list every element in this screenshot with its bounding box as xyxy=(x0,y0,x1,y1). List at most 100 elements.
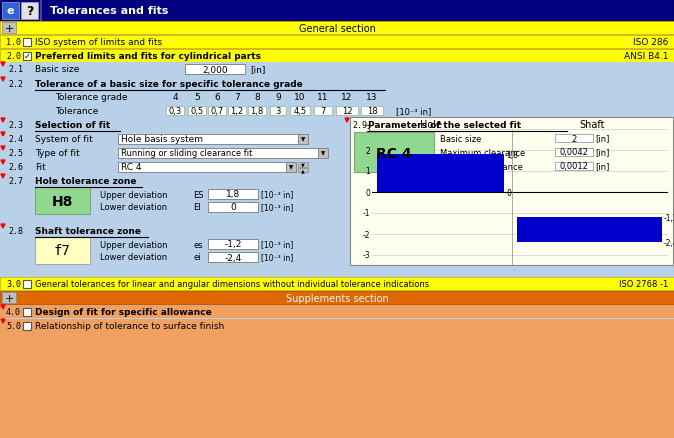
Text: Minimum clearance: Minimum clearance xyxy=(440,162,523,171)
Bar xyxy=(188,107,206,116)
Bar xyxy=(208,252,258,262)
Text: Shaft tolerance zone: Shaft tolerance zone xyxy=(35,226,141,236)
Bar xyxy=(0,175,674,187)
Polygon shape xyxy=(1,78,5,82)
Text: es: es xyxy=(193,240,203,249)
Bar xyxy=(516,218,662,243)
Text: 2.2: 2.2 xyxy=(8,80,23,89)
Bar xyxy=(555,135,593,143)
Text: Tolerance of a basic size for specific tolerance grade: Tolerance of a basic size for specific t… xyxy=(35,80,303,89)
Text: System of fit: System of fit xyxy=(35,135,93,144)
Bar xyxy=(166,107,184,116)
Bar xyxy=(208,240,258,249)
Text: 4,5: 4,5 xyxy=(293,107,307,116)
Bar xyxy=(0,147,674,159)
Bar xyxy=(0,36,674,49)
Bar xyxy=(336,107,358,116)
Text: [10⁻³ in]: [10⁻³ in] xyxy=(261,190,293,199)
Polygon shape xyxy=(1,119,5,123)
Bar xyxy=(0,133,674,146)
Text: Basic size: Basic size xyxy=(35,65,80,74)
Polygon shape xyxy=(1,319,5,323)
Text: Selection of fit: Selection of fit xyxy=(35,121,111,130)
Text: -3: -3 xyxy=(363,251,370,260)
Text: RC 4: RC 4 xyxy=(121,162,142,172)
Bar xyxy=(440,135,640,143)
Polygon shape xyxy=(1,305,5,309)
Text: -1,2: -1,2 xyxy=(664,213,674,222)
Polygon shape xyxy=(1,161,5,165)
Text: 2.3: 2.3 xyxy=(8,121,23,130)
Bar xyxy=(2,292,16,303)
Bar xyxy=(228,107,246,116)
Text: Hole tolerance zone: Hole tolerance zone xyxy=(35,177,137,186)
Text: e: e xyxy=(7,6,14,16)
Bar xyxy=(0,105,674,118)
Bar xyxy=(555,162,593,171)
Bar xyxy=(0,291,674,304)
Text: 3: 3 xyxy=(275,107,280,116)
Polygon shape xyxy=(345,119,349,123)
Text: RC 4: RC 4 xyxy=(376,147,412,161)
Text: 0,0042: 0,0042 xyxy=(559,148,588,157)
Bar xyxy=(118,148,318,158)
Text: 18: 18 xyxy=(367,107,377,116)
Text: 1,8: 1,8 xyxy=(226,190,240,199)
Text: 2: 2 xyxy=(572,134,577,143)
Bar xyxy=(23,53,31,60)
Bar xyxy=(0,225,674,237)
Text: H8: H8 xyxy=(51,194,73,208)
Polygon shape xyxy=(1,63,5,67)
Text: 10: 10 xyxy=(295,93,306,102)
Text: 11: 11 xyxy=(317,93,329,102)
Bar xyxy=(352,132,674,175)
Text: ES: ES xyxy=(193,190,204,199)
Bar xyxy=(2,3,19,20)
Bar xyxy=(286,162,296,173)
Text: ISO system of limits and fits: ISO system of limits and fits xyxy=(35,38,162,47)
Text: +: + xyxy=(4,293,13,303)
Text: ▼: ▼ xyxy=(321,151,325,155)
Bar xyxy=(185,65,245,75)
Text: 0: 0 xyxy=(230,203,236,212)
Bar xyxy=(118,162,286,173)
Bar xyxy=(361,107,383,116)
Text: 0,0012: 0,0012 xyxy=(559,162,588,171)
Text: 0,5: 0,5 xyxy=(191,107,204,116)
Bar xyxy=(314,107,332,116)
Bar xyxy=(2,23,16,34)
Text: General tolerances for linear and angular dimensions without individual toleranc: General tolerances for linear and angula… xyxy=(35,279,429,288)
Text: [10⁻³ in]: [10⁻³ in] xyxy=(261,240,293,249)
Text: 0,7: 0,7 xyxy=(210,107,224,116)
Text: 7: 7 xyxy=(320,107,326,116)
Bar xyxy=(23,308,31,316)
Text: 4: 4 xyxy=(172,93,178,102)
Bar xyxy=(298,168,308,173)
Bar xyxy=(40,0,42,22)
Text: 3: 3 xyxy=(365,125,370,134)
Text: Fit: Fit xyxy=(35,162,46,172)
Bar xyxy=(298,134,308,144)
Bar xyxy=(354,133,434,173)
Bar xyxy=(248,107,266,116)
Text: 2.1: 2.1 xyxy=(8,65,23,74)
Bar xyxy=(0,277,674,290)
Text: Shaft: Shaft xyxy=(580,120,605,130)
Bar xyxy=(35,237,90,265)
Text: Upper deviation: Upper deviation xyxy=(100,240,168,249)
Bar xyxy=(0,78,674,91)
Bar xyxy=(208,107,226,116)
Bar xyxy=(23,322,31,330)
Text: Tolerance: Tolerance xyxy=(55,107,98,116)
Polygon shape xyxy=(1,225,5,229)
Bar xyxy=(0,22,674,35)
Text: 1: 1 xyxy=(365,167,370,176)
Bar xyxy=(0,0,674,22)
Text: ISO 286: ISO 286 xyxy=(633,38,668,47)
Text: 1,8: 1,8 xyxy=(250,107,264,116)
Text: 3.0: 3.0 xyxy=(6,279,21,288)
Bar xyxy=(318,148,328,158)
Text: 2.6: 2.6 xyxy=(8,162,23,172)
Bar xyxy=(0,119,674,132)
Text: 8: 8 xyxy=(254,93,260,102)
